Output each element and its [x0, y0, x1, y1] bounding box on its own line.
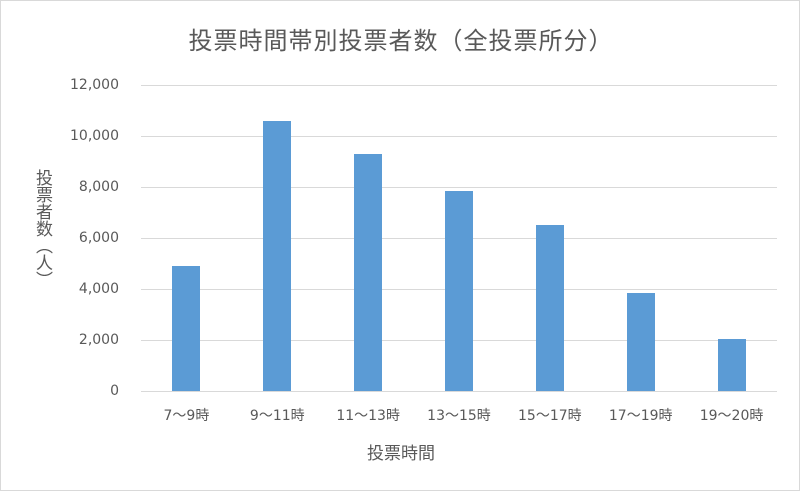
bar — [626, 293, 655, 391]
gridline — [141, 187, 777, 188]
y-tick-label: 0 — [110, 383, 119, 399]
y-tick-label: 8,000 — [78, 179, 119, 195]
x-tick-label: 17〜19時 — [608, 408, 673, 424]
y-tick-label: 12,000 — [70, 77, 119, 93]
bar — [717, 338, 746, 391]
y-tick-label: 4,000 — [78, 281, 119, 297]
x-tick-label: 15〜17時 — [518, 408, 582, 424]
bar — [263, 120, 292, 391]
x-tick-label: 19〜20時 — [699, 408, 764, 424]
x-tick-label: 13〜15時 — [427, 408, 491, 424]
bar — [445, 191, 473, 391]
gridline — [141, 391, 777, 392]
gridline — [141, 136, 777, 137]
y-tick-label: 10,000 — [70, 128, 119, 144]
x-axis-title: 投票時間 — [367, 444, 435, 464]
x-tick-label: 7〜9時 — [163, 408, 210, 424]
gridline — [141, 85, 777, 86]
bar — [172, 266, 201, 391]
bar — [354, 154, 383, 391]
x-tick-label: 9〜11時 — [249, 408, 305, 424]
y-axis-title: 投票者数（人） — [32, 169, 52, 288]
x-tick-label: 11〜13時 — [336, 408, 400, 424]
chart-title: 投票時間帯別投票者数（全投票所分） — [188, 27, 614, 55]
plot-area — [141, 85, 777, 392]
y-tick-label: 6,000 — [78, 230, 119, 246]
y-tick-label: 2,000 — [78, 332, 119, 348]
bar — [535, 225, 564, 391]
